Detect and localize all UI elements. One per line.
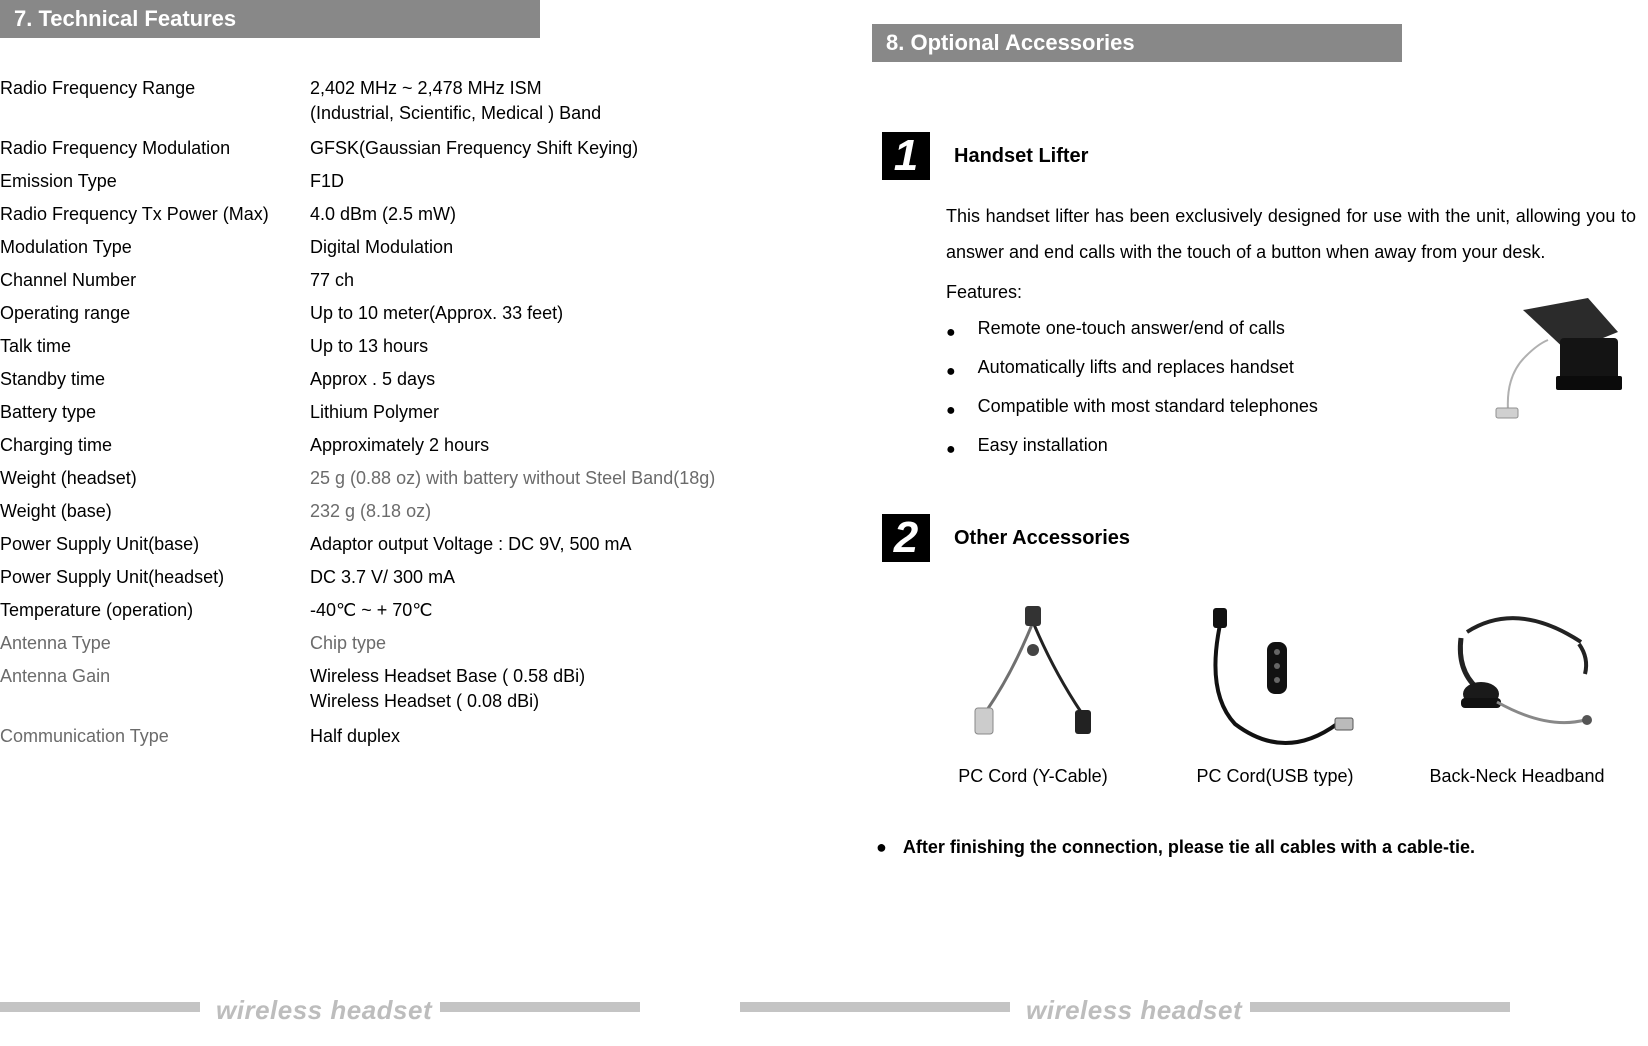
feature-item: ● Easy installation <box>946 427 1648 466</box>
section-1-title: Handset Lifter <box>954 145 1088 168</box>
accessory-back-neck-headband: Back-Neck Headband <box>1396 602 1638 787</box>
accessory-y-cable: PC Cord (Y-Cable) <box>912 602 1154 787</box>
spec-label: Modulation Type <box>0 237 310 258</box>
spec-row: Power Supply Unit(headset)DC 3.7 V/ 300 … <box>0 567 784 588</box>
spec-value: 4.0 dBm (2.5 mW) <box>310 204 784 225</box>
specs-table: Radio Frequency Range2,402 MHz ~ 2,478 M… <box>0 78 784 747</box>
spec-value: Approximately 2 hours <box>310 435 784 456</box>
spec-row: Channel Number 77 ch <box>0 270 784 291</box>
footer-text-right: wireless headset <box>1026 995 1242 1026</box>
spec-value: Adaptor output Voltage : DC 9V, 500 mA <box>310 534 784 555</box>
spec-row: Weight (base)232 g (8.18 oz) <box>0 501 784 522</box>
spec-label: Antenna Type <box>0 633 310 654</box>
bullet-icon: ● <box>946 356 956 388</box>
spec-value: Half duplex <box>310 726 784 747</box>
spec-row: Talk timeUp to 13 hours <box>0 336 784 357</box>
spec-row: Radio Frequency Range2,402 MHz ~ 2,478 M… <box>0 78 784 99</box>
section-2-number: 2 <box>882 514 930 562</box>
bullet-icon: ● <box>946 317 956 349</box>
caption-back-neck: Back-Neck Headband <box>1396 766 1638 787</box>
spec-value: Approx . 5 days <box>310 369 784 390</box>
spec-row: Power Supply Unit(base)Adaptor output Vo… <box>0 534 784 555</box>
footer-text-left: wireless headset <box>216 995 432 1026</box>
spec-sub: (Industrial, Scientific, Medical ) Band <box>0 103 784 124</box>
footer-note-text: After finishing the connection, please t… <box>903 837 1475 858</box>
section-1-number: 1 <box>882 132 930 180</box>
feature-text: Easy installation <box>978 427 1108 463</box>
section-1-body: This handset lifter has been exclusively… <box>946 198 1636 270</box>
spec-label: Battery type <box>0 402 310 423</box>
spec-label: Radio Frequency Range <box>0 78 310 99</box>
left-page: 7. Technical Features Radio Frequency Ra… <box>0 0 824 1046</box>
footer-note: ● After finishing the connection, please… <box>876 837 1648 858</box>
spec-row: Standby timeApprox . 5 days <box>0 369 784 390</box>
spec-row: Communication Type Half duplex <box>0 726 784 747</box>
spec-sub: Wireless Headset ( 0.08 dBi) <box>0 691 784 712</box>
handset-lifter-image <box>1468 280 1628 420</box>
spec-value: Up to 13 hours <box>310 336 784 357</box>
caption-y-cable: PC Cord (Y-Cable) <box>912 766 1154 787</box>
spec-value: GFSK(Gaussian Frequency Shift Keying) <box>310 138 784 159</box>
right-page: 8. Optional Accessories 1 Handset Lifter… <box>824 0 1648 1046</box>
footer-bar <box>0 1002 200 1012</box>
spec-value: -40℃ ~ + 70℃ <box>310 600 784 621</box>
spec-row: Antenna TypeChip type <box>0 633 784 654</box>
footer-bar <box>740 1002 1010 1012</box>
section-2-title: Other Accessories <box>954 527 1130 550</box>
spec-row: Modulation Type Digital Modulation <box>0 237 784 258</box>
spec-label: Radio Frequency Tx Power (Max) <box>0 204 310 225</box>
bullet-icon: ● <box>876 837 887 858</box>
caption-usb-cord: PC Cord(USB type) <box>1154 766 1396 787</box>
spec-value: 77 ch <box>310 270 784 291</box>
spec-label: Power Supply Unit(headset) <box>0 567 310 588</box>
spec-value: F1D <box>310 171 784 192</box>
spec-row: Antenna Gain Wireless Headset Base ( 0.5… <box>0 666 784 687</box>
accessory-usb-cord: PC Cord(USB type) <box>1154 602 1396 787</box>
spec-label: Power Supply Unit(base) <box>0 534 310 555</box>
footer-bar <box>1250 1002 1510 1012</box>
spec-label: Talk time <box>0 336 310 357</box>
spec-value: Digital Modulation <box>310 237 784 258</box>
spec-row: Radio Frequency Tx Power (Max)4.0 dBm (2… <box>0 204 784 225</box>
spec-label: Emission Type <box>0 171 310 192</box>
spec-value: Lithium Polymer <box>310 402 784 423</box>
spec-row: Temperature (operation)-40℃ ~ + 70℃ <box>0 600 784 621</box>
spec-row: Emission Type F1D <box>0 171 784 192</box>
spec-row: Charging timeApproximately 2 hours <box>0 435 784 456</box>
spec-label: Standby time <box>0 369 310 390</box>
spec-label: Weight (headset) <box>0 468 310 489</box>
spec-label: Weight (base) <box>0 501 310 522</box>
accessories-row: PC Cord (Y-Cable) PC Cord(USB type) <box>912 602 1638 787</box>
spec-label: Radio Frequency Modulation <box>0 138 310 159</box>
spec-label: Charging time <box>0 435 310 456</box>
spec-value: Up to 10 meter(Approx. 33 feet) <box>310 303 784 324</box>
spec-label: Temperature (operation) <box>0 600 310 621</box>
feature-text: Compatible with most standard telephones <box>978 388 1318 424</box>
spec-row: Operating rangeUp to 10 meter(Approx. 33… <box>0 303 784 324</box>
feature-text: Remote one-touch answer/end of calls <box>978 310 1285 346</box>
spec-row: Radio Frequency ModulationGFSK(Gaussian … <box>0 138 784 159</box>
spec-label: Communication Type <box>0 726 310 747</box>
spec-row: Weight (headset)25 g (0.88 oz) with batt… <box>0 468 784 489</box>
section-2-header: 2 Other Accessories <box>864 514 1648 562</box>
spec-value: DC 3.7 V/ 300 mA <box>310 567 784 588</box>
spec-label: Antenna Gain <box>0 666 310 687</box>
spec-value: 2,402 MHz ~ 2,478 MHz ISM <box>310 78 784 99</box>
section-1-header: 1 Handset Lifter <box>864 132 1648 180</box>
spec-row: Battery typeLithium Polymer <box>0 402 784 423</box>
spec-value: 232 g (8.18 oz) <box>310 501 784 522</box>
tech-features-header: 7. Technical Features <box>0 0 540 38</box>
spec-label: Operating range <box>0 303 310 324</box>
feature-text: Automatically lifts and replaces handset <box>978 349 1294 385</box>
spec-value: Wireless Headset Base ( 0.58 dBi) <box>310 666 784 687</box>
spec-value: 25 g (0.88 oz) with battery without Stee… <box>310 468 784 489</box>
bullet-icon: ● <box>946 395 956 427</box>
bullet-icon: ● <box>946 434 956 466</box>
spec-label: Channel Number <box>0 270 310 291</box>
spec-value: Chip type <box>310 633 784 654</box>
footer-bar <box>440 1002 640 1012</box>
accessories-header: 8. Optional Accessories <box>872 24 1402 62</box>
